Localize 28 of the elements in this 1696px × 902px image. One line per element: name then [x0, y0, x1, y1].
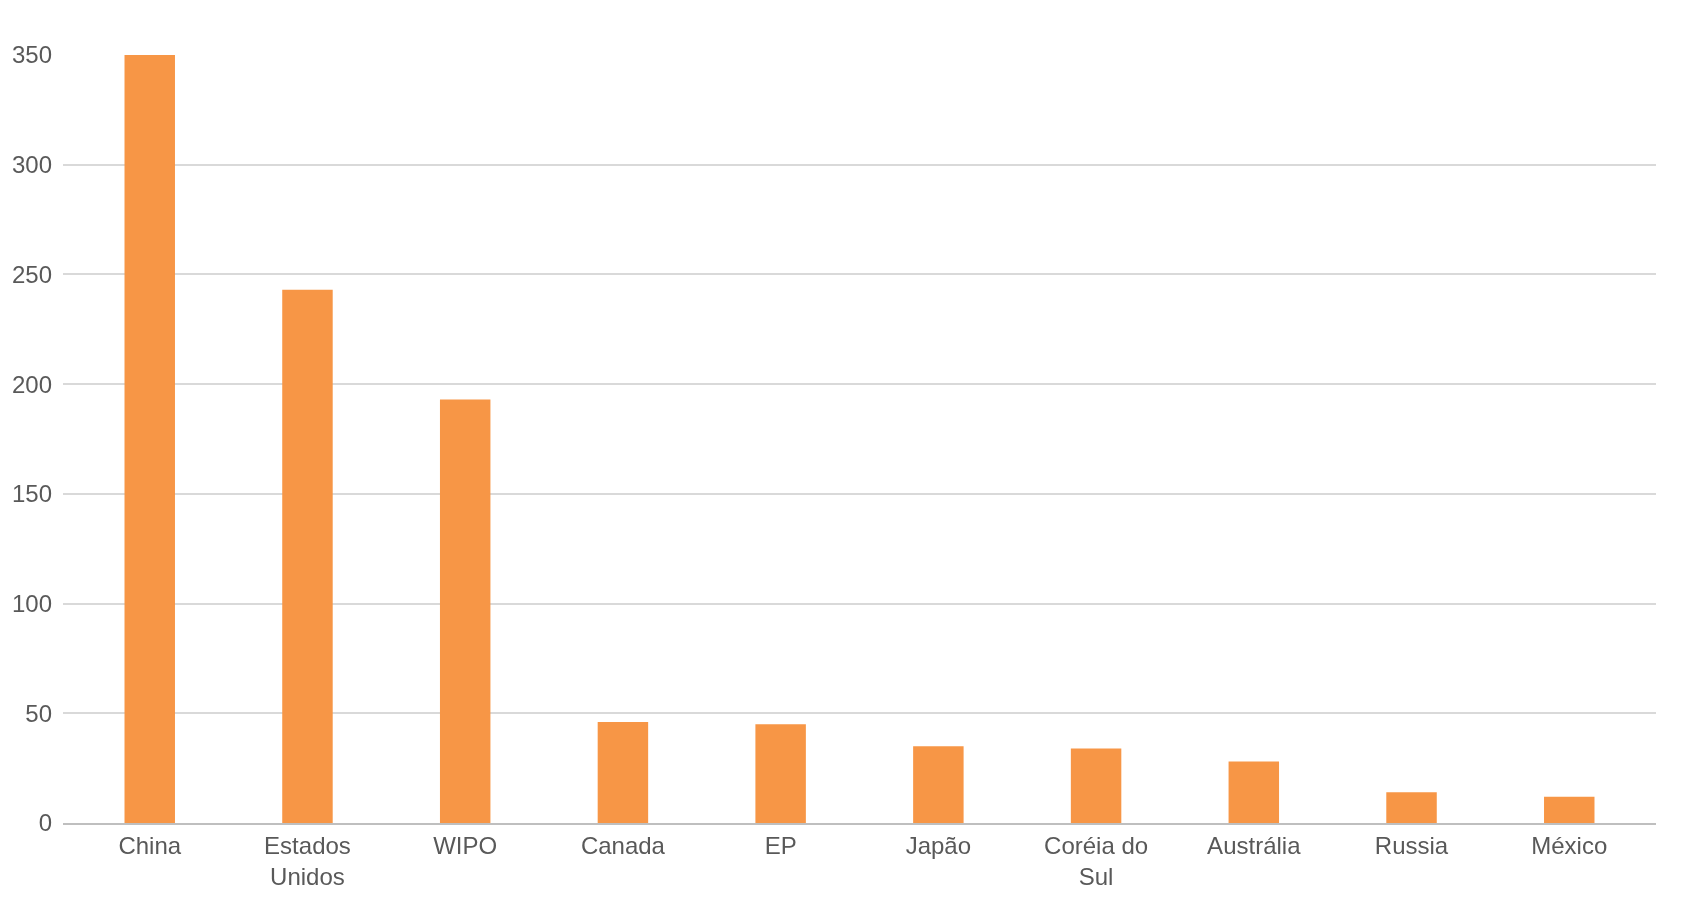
bar: [913, 746, 964, 823]
x-tick-label: Austrália: [1207, 831, 1302, 859]
x-tick-label: Japão: [905, 831, 972, 859]
bar: [755, 724, 806, 823]
x-tick-label: Russia: [1374, 831, 1449, 859]
x-tick-label: Estados Unidos: [264, 831, 351, 890]
x-tick-label: México: [1531, 831, 1608, 859]
y-tick-label: 250: [11, 260, 52, 288]
y-tick-label: 200: [11, 370, 52, 398]
bar: [1070, 748, 1122, 823]
bar: [1544, 796, 1595, 823]
bar: [1386, 792, 1437, 823]
bar: [1228, 761, 1280, 823]
x-tick-label: Coréia do Sul: [1044, 831, 1149, 890]
y-tick-label: 300: [11, 151, 52, 179]
x-tick-label: China: [118, 831, 182, 859]
bar: [439, 399, 491, 823]
bar: [124, 55, 175, 823]
y-tick-label: 350: [11, 41, 52, 69]
x-tick-label: Canada: [580, 831, 666, 859]
x-tick-label: WIPO: [433, 831, 498, 859]
y-tick-label: 50: [25, 699, 52, 727]
bar: [282, 289, 333, 823]
y-tick-label: 150: [11, 480, 52, 508]
y-tick-label: 100: [11, 589, 52, 617]
bar: [597, 722, 649, 823]
y-tick-label: 0: [38, 809, 52, 837]
x-tick-label: EP: [764, 831, 797, 859]
